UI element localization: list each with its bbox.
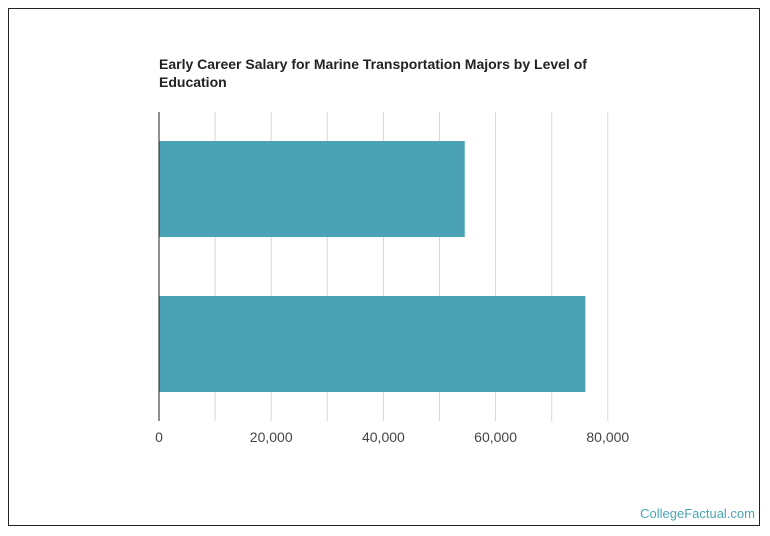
bars	[159, 141, 586, 392]
x-tick-label: 80,000	[586, 429, 629, 445]
chart-frame	[8, 8, 760, 526]
chart-title: Early Career Salary for Marine Transport…	[159, 56, 587, 90]
x-tick-label: 60,000	[474, 429, 517, 445]
watermark: CollegeFactual.com	[640, 506, 755, 521]
x-tick-label: 20,000	[250, 429, 293, 445]
bar	[159, 296, 586, 392]
x-tick-label: 0	[155, 429, 163, 445]
x-tick-labels: 0 20,000 40,000 60,000 80,000	[155, 429, 629, 445]
x-tick-label: 40,000	[362, 429, 405, 445]
bar	[159, 141, 465, 237]
